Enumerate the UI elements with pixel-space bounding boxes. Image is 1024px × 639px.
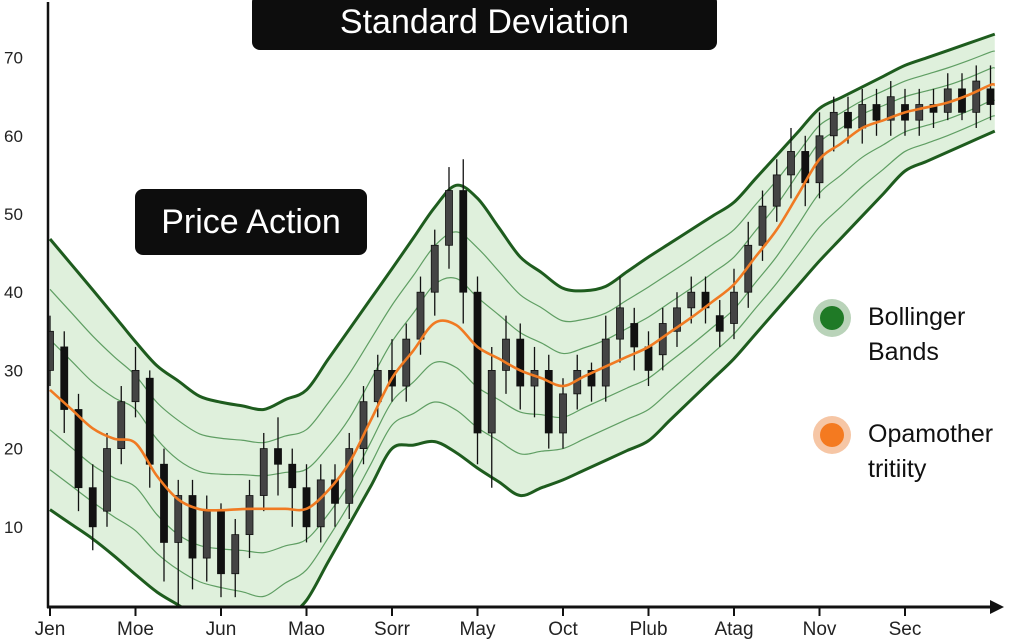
candle-body (259, 448, 268, 496)
x-tick-label: Plub (629, 619, 667, 639)
y-tick-label: 40 (4, 283, 23, 302)
candle-body (131, 369, 140, 403)
candle-body (117, 401, 126, 449)
candle-body (345, 448, 354, 504)
price-action-annotation: Price Action (135, 189, 367, 255)
lower-band (49, 129, 996, 606)
x-tick-label: Jen (35, 619, 66, 639)
y-tick-label: 10 (4, 518, 23, 537)
candle-body (758, 205, 767, 246)
candle-body (231, 534, 240, 575)
inner-band-upper-2 (49, 50, 995, 444)
legend-item-bollinger: Bollinger Bands (868, 300, 1024, 370)
x-tick-label: Sec (889, 619, 922, 639)
candle-body (487, 369, 496, 434)
x-tick-label: Atag (714, 619, 753, 639)
chart-title: Standard Deviation (252, 0, 717, 50)
x-tick-label: Jun (206, 619, 237, 639)
candle-body (772, 174, 781, 207)
candle-body (331, 479, 339, 504)
candle-body (687, 291, 696, 309)
candle-body (103, 448, 111, 512)
y-tick-label: 20 (4, 440, 23, 459)
axes (46, 2, 1004, 614)
candle-body (559, 393, 567, 434)
candle-body (516, 338, 525, 387)
y-tick-label: 30 (4, 361, 23, 380)
candle-body (530, 369, 539, 387)
x-tick-label: Mao (288, 619, 325, 639)
candle-body (872, 104, 881, 121)
legend-label-line: Opamother (868, 420, 994, 448)
legend-item-orange: Opamother tritiity (868, 417, 1024, 487)
x-tick-labels: Jen Moe Jun Mao Sorr May Oct Plub Atag Nov Sec (35, 607, 922, 639)
candle-body (416, 291, 425, 340)
candle-body (986, 88, 995, 105)
legend-label-line: Bollinger (868, 303, 966, 331)
candle-body (915, 104, 924, 121)
x-tick-label: Nov (803, 619, 837, 639)
candle-body (502, 338, 510, 371)
candle-body (630, 323, 639, 348)
y-tick-label: 60 (4, 127, 23, 146)
candle-body (587, 369, 596, 387)
y-tick-label: 70 (4, 49, 23, 68)
candle-body (844, 111, 852, 129)
x-tick-label: Oct (548, 619, 578, 639)
candle-body (616, 307, 624, 340)
candle-body (958, 88, 966, 113)
candle-body (715, 315, 724, 332)
candle-body (829, 111, 838, 137)
candle-body (48, 330, 54, 371)
candle-body (74, 409, 83, 489)
inner-band-lower-2 (49, 115, 995, 598)
x-tick-label: Moe (117, 619, 154, 639)
candlesticks (48, 65, 995, 605)
candle-body (644, 346, 653, 371)
x-tick-label: Sorr (374, 619, 411, 639)
candle-body (858, 104, 867, 129)
candle-body (160, 463, 168, 543)
candle-body (145, 377, 154, 465)
candle-body (544, 369, 553, 434)
candle-body (886, 96, 895, 121)
candle-body (445, 190, 453, 246)
candle-body (316, 479, 325, 528)
legend-label-line: tritiity (868, 455, 927, 483)
candle-body (288, 463, 297, 489)
x-axis-arrow (990, 600, 1004, 614)
middle-band (49, 82, 996, 512)
candle-body (744, 244, 753, 293)
upper-band (48, 32, 996, 412)
y-tick-labels: 10 20 30 40 50 60 70 (4, 49, 23, 537)
candle-body (202, 510, 211, 559)
legend-marker-2 (820, 423, 844, 447)
candle-body (459, 190, 468, 293)
middle-band-line (49, 82, 996, 512)
candle-body (88, 487, 97, 528)
candle-body (929, 104, 938, 113)
legend-markers (813, 299, 851, 454)
y-tick-label: 50 (4, 205, 23, 224)
candle-body (245, 495, 254, 536)
candle-body (430, 244, 439, 293)
candle-body (217, 510, 225, 575)
legend-label-line: Bands (868, 338, 939, 366)
candle-body (972, 80, 981, 113)
candle-body (473, 291, 482, 434)
candle-body (174, 495, 183, 543)
legend-marker-1 (820, 306, 844, 330)
candle-body (373, 369, 382, 403)
candle-body (673, 307, 681, 332)
candle-body (274, 448, 282, 465)
x-tick-label: May (460, 619, 496, 639)
candle-body (188, 495, 197, 559)
candle-body (787, 151, 795, 176)
candle-body (60, 346, 69, 410)
candle-body (730, 291, 738, 324)
candle-body (601, 338, 610, 387)
